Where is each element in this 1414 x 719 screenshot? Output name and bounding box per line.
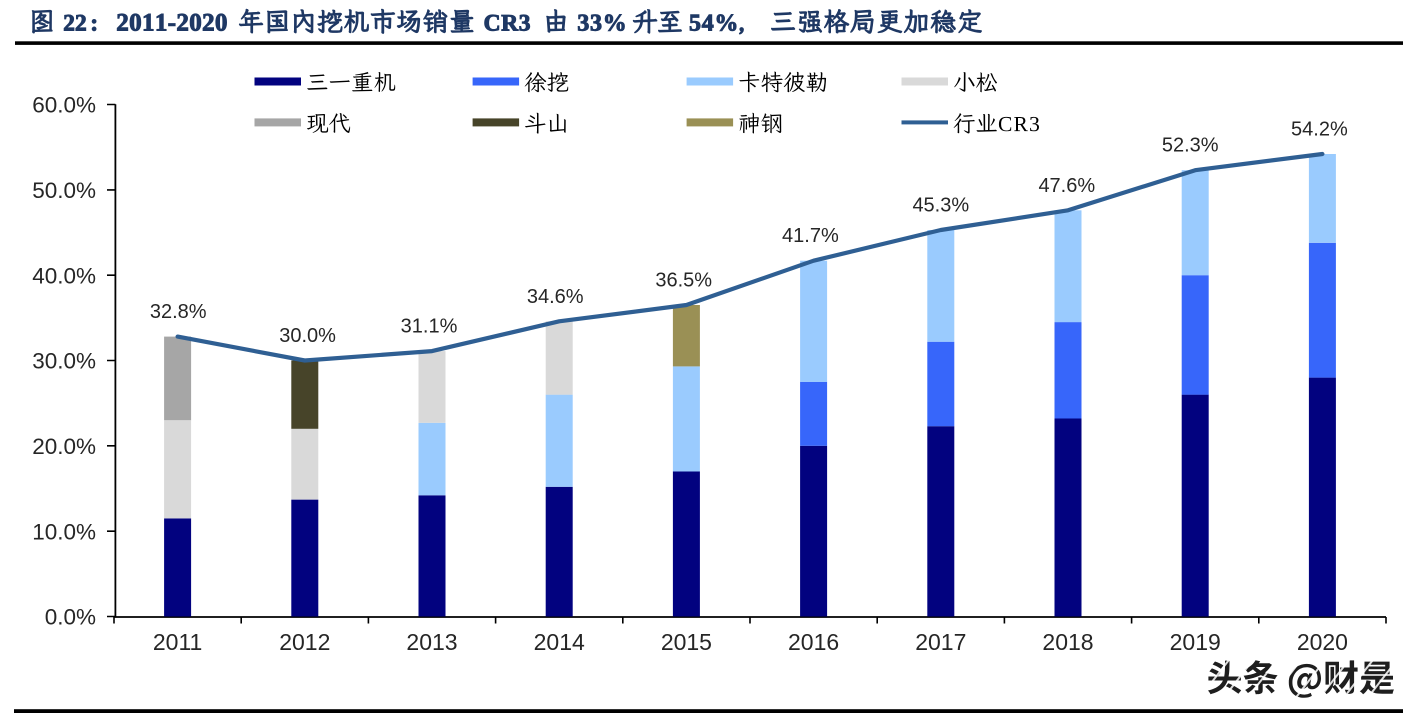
svg-text:20.0%: 20.0% [32,434,96,459]
svg-text:52.3%: 52.3% [1162,135,1219,157]
svg-text:36.5%: 36.5% [655,270,712,292]
svg-text:2016: 2016 [788,629,839,655]
svg-text:10.0%: 10.0% [32,519,96,544]
svg-text:2020: 2020 [1297,629,1348,655]
svg-text:2017: 2017 [915,629,966,655]
svg-text:34.6%: 34.6% [527,286,584,308]
svg-text:2019: 2019 [1170,629,1221,655]
svg-text:32.8%: 32.8% [150,301,207,323]
svg-text:30.0%: 30.0% [32,349,96,374]
svg-text:2012: 2012 [279,629,330,655]
svg-text:0.0%: 0.0% [45,605,96,630]
svg-text:2014: 2014 [534,629,585,655]
svg-text:2011: 2011 [153,629,202,655]
svg-text:2013: 2013 [406,629,457,655]
svg-text:30.0%: 30.0% [279,325,336,347]
svg-text:60.0%: 60.0% [32,93,96,118]
svg-text:54.2%: 54.2% [1291,119,1348,141]
svg-text:47.6%: 47.6% [1038,175,1095,197]
svg-text:41.7%: 41.7% [782,225,839,247]
svg-text:40.0%: 40.0% [32,263,96,288]
svg-text:2015: 2015 [661,629,712,655]
svg-text:31.1%: 31.1% [401,316,458,338]
svg-text:50.0%: 50.0% [32,178,96,203]
svg-text:2018: 2018 [1042,629,1093,655]
svg-text:45.3%: 45.3% [912,195,969,217]
